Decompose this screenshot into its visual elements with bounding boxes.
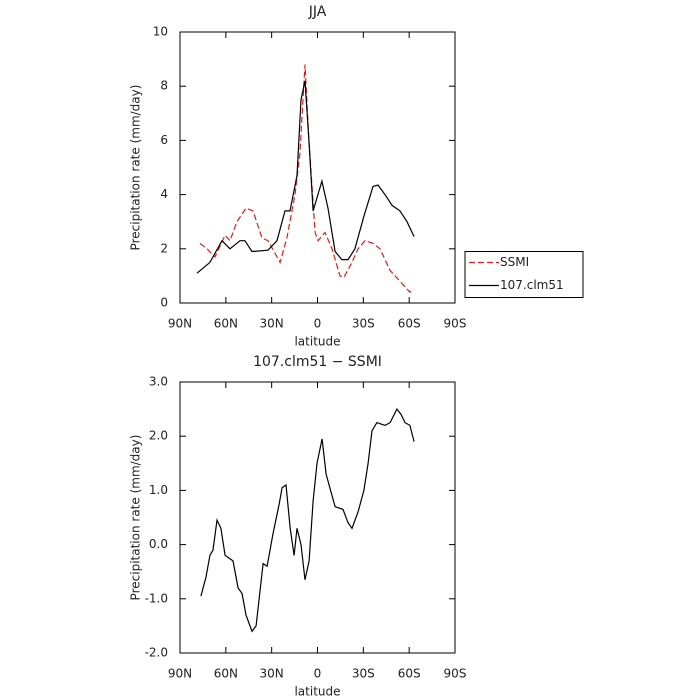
x-axis-label: latitude xyxy=(294,685,340,699)
panel: JJA latitude Precipitation rate (mm/day) 90… xyxy=(129,4,467,349)
x-tick-label: 60S xyxy=(398,667,421,681)
legend: SSMI 107.clm51 xyxy=(464,251,584,299)
y-axis-label: Precipitation rate (mm/day) xyxy=(129,85,143,251)
y-tick-label: 0 xyxy=(160,296,168,310)
x-tick-label: 30S xyxy=(352,317,375,331)
y-tick-label: 3.0 xyxy=(149,375,168,389)
y-tick-label: -2.0 xyxy=(145,646,168,660)
legend-box xyxy=(464,251,584,299)
x-tick-label: 30N xyxy=(260,667,284,681)
x-tick-label: 60N xyxy=(214,317,238,331)
data-line xyxy=(199,64,415,293)
chart-title: JJA xyxy=(308,4,327,20)
plot-frame xyxy=(179,381,456,654)
x-tick-label: 90S xyxy=(444,667,467,681)
y-tick-label: 6 xyxy=(160,133,168,147)
data-line xyxy=(200,407,415,633)
y-tick-label: 2 xyxy=(160,241,168,255)
legend-label: 107.clm51 xyxy=(500,278,564,292)
x-tick-label: 0 xyxy=(314,667,322,681)
x-tick-label: 60S xyxy=(398,317,421,331)
y-axis-label: Precipitation rate (mm/day) xyxy=(129,435,143,601)
y-tick-label: 0.0 xyxy=(149,537,168,551)
x-axis-label: latitude xyxy=(294,335,340,349)
y-tick-label: 8 xyxy=(160,79,168,93)
x-tick-label: 30S xyxy=(352,667,375,681)
x-tick-label: 60N xyxy=(214,667,238,681)
legend-label: SSMI xyxy=(500,255,529,269)
x-tick-label: 0 xyxy=(314,317,322,331)
x-tick-label: 30N xyxy=(260,317,284,331)
y-tick-label: 2.0 xyxy=(149,429,168,443)
chart-title: 107.clm51 − SSMI xyxy=(253,354,382,370)
data-line xyxy=(196,80,415,274)
x-tick-label: 90S xyxy=(444,317,467,331)
x-tick-label: 90N xyxy=(168,317,192,331)
panel: 107.clm51 − SSMI latitude Precipitation ra… xyxy=(129,354,467,699)
plot-frame xyxy=(179,31,456,304)
y-tick-label: 4 xyxy=(160,187,168,201)
y-tick-label: 1.0 xyxy=(149,483,168,497)
y-tick-label: 10 xyxy=(153,25,168,39)
y-tick-label: -1.0 xyxy=(145,591,168,605)
x-tick-label: 90N xyxy=(168,667,192,681)
